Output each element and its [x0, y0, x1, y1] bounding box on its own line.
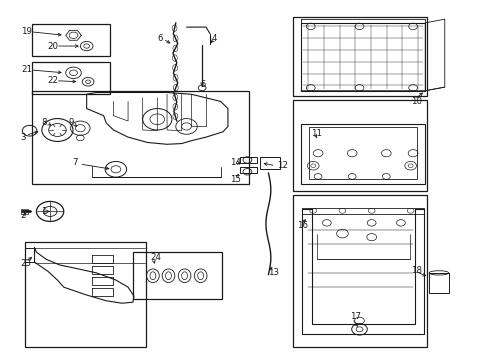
Text: 10: 10: [411, 97, 422, 106]
Bar: [25, 242, 146, 347]
Bar: [293, 18, 427, 96]
Bar: [293, 195, 427, 347]
Bar: [260, 157, 280, 169]
Text: 12: 12: [277, 161, 288, 170]
Text: 18: 18: [411, 266, 422, 275]
Bar: [301, 23, 425, 91]
Bar: [21, 209, 28, 213]
Text: 7: 7: [73, 158, 78, 167]
Text: 22: 22: [47, 76, 58, 85]
Bar: [32, 91, 249, 184]
Text: 11: 11: [311, 129, 322, 138]
Text: 15: 15: [230, 175, 242, 184]
Text: 8: 8: [41, 118, 47, 127]
Bar: [429, 273, 449, 293]
Text: 23: 23: [20, 260, 31, 269]
Text: 4: 4: [212, 35, 218, 44]
Text: 14: 14: [230, 158, 242, 167]
Bar: [240, 167, 257, 173]
Text: 13: 13: [269, 268, 279, 277]
Text: 21: 21: [21, 66, 32, 75]
Text: 1: 1: [41, 207, 47, 216]
Text: 17: 17: [350, 312, 361, 321]
Bar: [32, 23, 110, 56]
Bar: [302, 207, 424, 214]
Text: 20: 20: [47, 41, 58, 50]
Text: 6: 6: [157, 35, 163, 44]
Bar: [301, 123, 425, 184]
Bar: [293, 100, 427, 192]
Bar: [133, 252, 221, 298]
Text: 5: 5: [200, 80, 206, 89]
Text: 3: 3: [20, 132, 25, 141]
Text: 2: 2: [20, 211, 25, 220]
Text: 19: 19: [21, 27, 32, 36]
Text: 16: 16: [296, 221, 308, 230]
Bar: [309, 127, 417, 179]
Text: 9: 9: [69, 118, 74, 127]
Text: 24: 24: [150, 253, 161, 262]
Bar: [240, 157, 257, 163]
Bar: [32, 62, 110, 94]
